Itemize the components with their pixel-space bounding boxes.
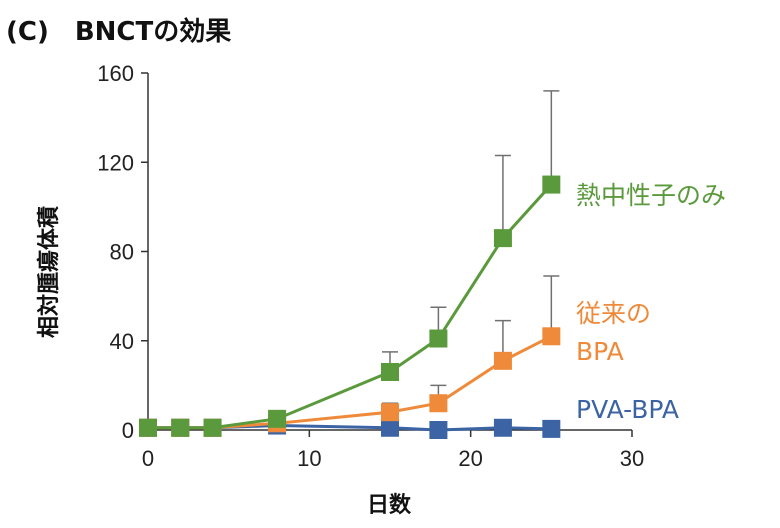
- data-point: [542, 327, 561, 346]
- data-point: [542, 175, 561, 194]
- data-point: [171, 418, 190, 437]
- data-point: [381, 418, 399, 437]
- data-point: [429, 394, 448, 413]
- data-point: [493, 351, 512, 370]
- data-point: [203, 418, 222, 437]
- data-point: [381, 403, 399, 422]
- x-tick-label: 10: [297, 446, 321, 471]
- series-label: PVA-BPA: [576, 395, 679, 424]
- series-label: BPA: [576, 337, 624, 366]
- x-tick-label: 30: [620, 446, 644, 471]
- data-point: [542, 419, 561, 438]
- chart-title: (C) BNCTの効果: [6, 16, 231, 47]
- y-tick-label: 160: [97, 61, 134, 86]
- y-tick-label: 80: [110, 240, 134, 265]
- y-axis-title: 相対腫瘍体積: [36, 205, 62, 338]
- data-point: [139, 418, 157, 437]
- x-axis-label: 日数: [367, 492, 412, 518]
- data-point: [268, 409, 287, 428]
- series-line: [148, 183, 553, 430]
- series-line: [148, 334, 553, 430]
- x-tick-label: 20: [458, 446, 482, 471]
- y-tick-label: 40: [110, 329, 134, 354]
- data-point: [493, 418, 512, 437]
- data-point: [381, 362, 399, 381]
- x-tick-label: 0: [142, 446, 154, 471]
- data-point: [493, 229, 512, 248]
- data-point: [429, 329, 448, 348]
- y-axis-label: 相対腫瘍体積: [36, 205, 62, 338]
- series-label: 従来の: [576, 299, 651, 328]
- data-point: [429, 421, 448, 439]
- y-tick-label: 0: [122, 418, 134, 443]
- y-tick-label: 120: [97, 150, 134, 175]
- series-label: 熱中性子のみ: [576, 181, 726, 210]
